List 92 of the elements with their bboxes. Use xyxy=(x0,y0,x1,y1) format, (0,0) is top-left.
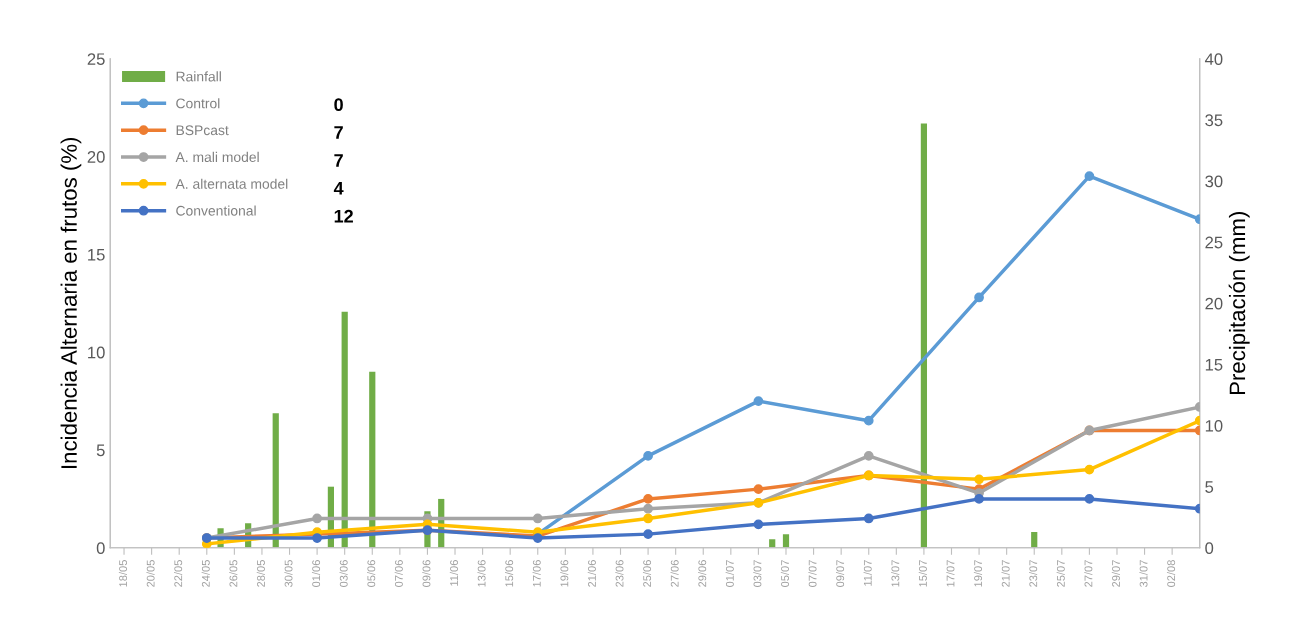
y2-tick-label: 15 xyxy=(1205,359,1223,371)
x-tick-label: 11/06 xyxy=(449,560,458,586)
x-tick-label: 31/07 xyxy=(1139,560,1148,587)
x-tick-label: 28/05 xyxy=(256,560,265,587)
y-axis-title: Incidencia Alternaria en frutos (%) xyxy=(60,137,82,468)
bar xyxy=(1031,531,1038,548)
x-tick-label: 03/06 xyxy=(339,560,348,587)
y2-tick-label: 35 xyxy=(1205,114,1223,127)
annotation: 7 xyxy=(334,126,343,139)
x-tick-label: 09/06 xyxy=(422,560,431,587)
bar xyxy=(341,311,348,548)
point xyxy=(974,494,984,504)
x-tick-label: 13/07 xyxy=(891,560,900,587)
point xyxy=(753,484,764,494)
x-tick-label: 22/05 xyxy=(174,560,183,587)
x-tick-label: 13/06 xyxy=(477,560,486,587)
x-tick-label: 20/05 xyxy=(146,560,155,587)
point xyxy=(974,474,984,485)
point xyxy=(1084,494,1095,504)
x-tick-label: 15/07 xyxy=(918,560,927,587)
x-tick-label: 21/07 xyxy=(1001,560,1010,587)
bar xyxy=(920,123,928,548)
x-tick-label: 19/07 xyxy=(973,560,983,587)
x-tick-label: 07/07 xyxy=(808,560,817,587)
x-tick-label: 05/07 xyxy=(780,560,789,587)
annotation: 4 xyxy=(333,182,344,195)
x-tick-label: 24/05 xyxy=(201,560,210,587)
x-tick-label: 29/06 xyxy=(698,560,707,587)
y-tick-label: 15 xyxy=(88,248,105,261)
x-tick-label: 18/05 xyxy=(118,560,128,587)
legend-label: A. mali model xyxy=(175,151,259,163)
y2-tick-label: 40 xyxy=(1204,53,1223,66)
y2-tick-label: 10 xyxy=(1205,419,1223,432)
annotation: 7 xyxy=(334,154,343,167)
annotation: 0 xyxy=(334,98,343,112)
y2-tick-label: 30 xyxy=(1205,175,1223,188)
x-tick-label: 30/05 xyxy=(284,560,293,587)
legend-label: A. alternata model xyxy=(175,178,288,189)
x-tick-label: 17/07 xyxy=(946,560,955,587)
x-tick-label: 21/06 xyxy=(587,560,596,587)
x-tick-label: 01/06 xyxy=(311,560,321,587)
point xyxy=(753,396,764,406)
point xyxy=(312,533,322,543)
point xyxy=(1084,171,1095,182)
legend-label: Rainfall xyxy=(176,71,221,82)
point xyxy=(312,513,322,524)
point xyxy=(1084,464,1095,475)
x-tick-label: 25/07 xyxy=(1056,560,1065,587)
legend-label: BSPcast xyxy=(176,125,229,136)
y-tick-label: 20 xyxy=(87,151,105,163)
y2-tick-label: 25 xyxy=(1205,236,1223,249)
x-tick-label: 09/07 xyxy=(835,560,845,587)
x-tick-label: 23/07 xyxy=(1029,560,1038,587)
y2-axis-title: Precipitación (mm) xyxy=(1228,212,1250,395)
point xyxy=(753,519,764,530)
y-tick-label: 5 xyxy=(96,444,105,457)
y2-tick-label: 5 xyxy=(1205,481,1214,493)
x-tick-label: 01/07 xyxy=(725,560,734,587)
x-tick-label: 05/06 xyxy=(367,560,376,587)
bar xyxy=(769,539,776,548)
x-tick-label: 19/06 xyxy=(560,560,569,587)
x-tick-label: 02/08 xyxy=(1166,560,1176,587)
legend-label: Conventional xyxy=(176,205,256,216)
y-tick-label: 0 xyxy=(96,542,105,555)
x-tick-label: 07/06 xyxy=(394,560,403,587)
point xyxy=(863,513,874,524)
y2-tick-label: 0 xyxy=(1205,542,1214,555)
x-tick-label: 03/07 xyxy=(753,560,762,587)
annotation: 12 xyxy=(334,209,353,223)
x-tick-label: 23/06 xyxy=(615,560,624,587)
y-tick-label: 10 xyxy=(88,346,105,359)
x-tick-label: 17/06 xyxy=(532,560,541,587)
x-tick-label: 27/07 xyxy=(1084,560,1093,587)
point xyxy=(643,513,653,524)
x-tick-label: 29/07 xyxy=(1111,560,1120,587)
point xyxy=(974,292,984,303)
x-tick-label: 26/05 xyxy=(229,560,238,587)
point xyxy=(643,494,653,504)
point xyxy=(863,415,874,426)
x-tick-label: 15/06 xyxy=(505,560,514,587)
y-tick-label: 25 xyxy=(87,53,105,66)
point xyxy=(532,513,543,524)
point xyxy=(643,503,653,514)
point xyxy=(643,529,653,539)
x-tick-label: 11/07 xyxy=(863,560,872,586)
point xyxy=(863,451,874,461)
point xyxy=(643,451,653,461)
y2-tick-label: 20 xyxy=(1205,297,1223,310)
bar xyxy=(782,534,790,548)
x-tick-label: 27/06 xyxy=(670,560,679,587)
legend-label: Control xyxy=(176,98,220,109)
x-tick-label: 25/06 xyxy=(642,560,652,587)
